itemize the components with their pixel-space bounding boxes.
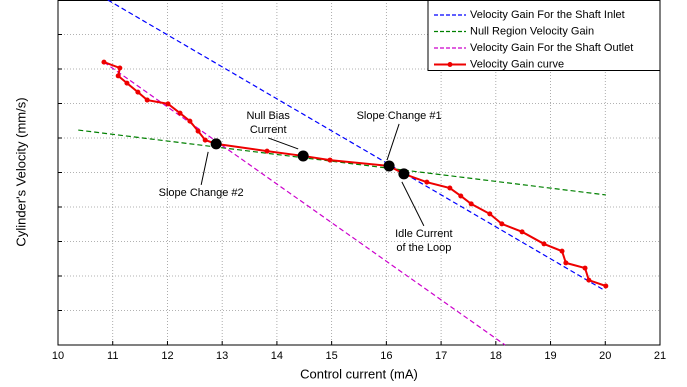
plot-frame xyxy=(57,0,661,346)
data-point xyxy=(117,65,123,71)
annotation-text: Null Bias xyxy=(246,110,290,122)
annotation-text: of the Loop xyxy=(396,242,451,254)
x-tick-label: 13 xyxy=(216,350,228,362)
data-point xyxy=(499,221,505,227)
series-line xyxy=(103,61,607,287)
data-point xyxy=(135,89,141,95)
annotation-text: Slope Change #1 xyxy=(357,110,442,122)
series-line xyxy=(103,61,506,346)
data-point xyxy=(519,229,525,235)
data-point xyxy=(559,248,565,254)
data-point xyxy=(202,137,208,143)
annotation-text: Idle Current xyxy=(395,228,452,240)
legend-box xyxy=(427,0,661,71)
annotation-arrow xyxy=(200,151,209,185)
annotation-point xyxy=(297,150,309,162)
x-tick-label: 12 xyxy=(161,350,173,362)
x-tick-label: 19 xyxy=(544,350,556,362)
annotation-point xyxy=(398,168,410,180)
x-tick-label: 10 xyxy=(52,350,64,362)
data-point xyxy=(165,101,171,107)
data-point xyxy=(101,59,107,65)
annotation-point xyxy=(210,138,222,150)
data-point xyxy=(541,241,547,247)
annotation-text: Current xyxy=(250,124,287,136)
x-tick-label: 11 xyxy=(107,350,118,362)
data-point xyxy=(582,265,588,271)
x-tick-label: 17 xyxy=(435,350,447,362)
x-tick-label: 18 xyxy=(490,350,502,362)
data-point xyxy=(187,118,193,124)
legend-label: Velocity Gain For the Shaft Inlet xyxy=(470,9,625,21)
data-point xyxy=(177,110,183,116)
x-tick-label: 16 xyxy=(380,350,392,362)
legend-label: Null Region Velocity Gain xyxy=(470,25,594,37)
data-point xyxy=(468,201,474,207)
series-line xyxy=(78,129,606,196)
x-tick-label: 21 xyxy=(654,350,666,362)
annotation-arrow xyxy=(268,137,299,150)
data-point xyxy=(458,193,464,199)
x-axis-label: Control current (mA) xyxy=(300,366,418,381)
data-point xyxy=(115,73,121,79)
legend-label: Velocity Gain curve xyxy=(470,58,564,70)
data-point xyxy=(586,277,592,283)
legend-marker xyxy=(447,62,453,67)
data-point xyxy=(447,185,453,191)
data-point xyxy=(563,260,569,266)
legend-label: Velocity Gain For the Shaft Outlet xyxy=(470,42,633,54)
data-point xyxy=(603,283,609,289)
annotation-text: Slope Change #2 xyxy=(159,187,244,199)
data-point xyxy=(124,80,130,86)
data-point xyxy=(424,179,430,185)
x-tick-label: 20 xyxy=(599,350,611,362)
annotation-arrow xyxy=(401,181,425,227)
x-tick-label: 14 xyxy=(271,350,283,362)
data-point xyxy=(195,128,201,134)
y-axis-label: Cylinder's Velocity (mm/s) xyxy=(13,97,28,246)
annotation-arrow xyxy=(386,123,400,161)
data-point xyxy=(264,148,270,154)
x-tick-label: 15 xyxy=(326,350,338,362)
data-point xyxy=(144,97,150,103)
data-point xyxy=(487,211,493,217)
annotation-point xyxy=(383,160,395,172)
data-point xyxy=(327,157,333,163)
